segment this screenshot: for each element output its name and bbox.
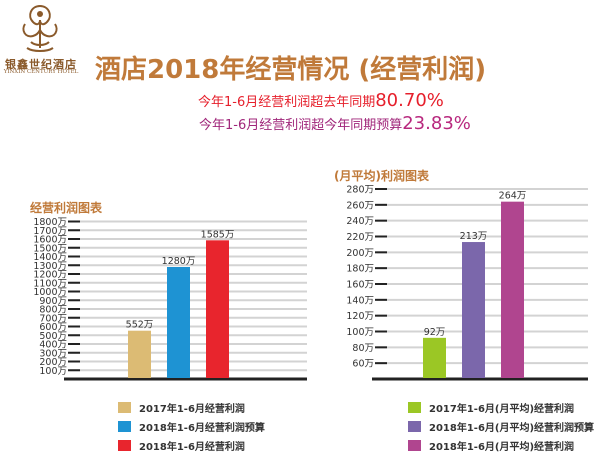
legend-swatch — [408, 421, 421, 432]
legend-label: 2018年1-6月经营利润预算 — [139, 423, 265, 434]
bar-value-label: 213万 — [460, 231, 488, 242]
legend-label: 2018年1-6月(月平均)经营利润 — [429, 442, 575, 453]
bar-value-label: 552万 — [126, 320, 154, 331]
y-tick-label: 600万 — [39, 322, 67, 333]
legend-label: 2017年1-6月经营利润 — [139, 404, 245, 415]
legend-swatch — [118, 421, 131, 432]
logo-english-name: YINXIN CENTURY HOTEL — [3, 69, 79, 75]
y-tick-label: 1300万 — [33, 261, 67, 272]
hotel-emblem-icon — [22, 4, 58, 52]
bar — [167, 267, 190, 378]
bar — [206, 240, 229, 378]
y-tick-label: 280万 — [346, 184, 374, 195]
y-tick-label: 200万 — [346, 248, 374, 259]
y-tick-label: 100万 — [39, 366, 67, 377]
legend-swatch — [408, 402, 421, 413]
y-tick-label: 60万 — [352, 359, 374, 370]
y-tick-label: 1000万 — [33, 287, 67, 298]
left-legend-item: 2018年1-6月经营利润预算 — [118, 419, 265, 434]
logo-chinese-name: 银鑫世纪酒店 — [5, 58, 77, 71]
bar-value-label: 264万 — [499, 191, 527, 202]
left-legend-item: 2017年1-6月经营利润 — [118, 400, 245, 415]
right-legend-item: 2018年1-6月(月平均)经营利润 — [408, 438, 574, 453]
page-title: 酒店2018年经营情况 (经营利润) — [95, 55, 487, 85]
legend-swatch — [118, 402, 131, 413]
y-tick-label: 140万 — [346, 295, 374, 306]
bar-value-label: 1280万 — [162, 256, 196, 267]
left-chart-title: 经营利润图表 — [30, 201, 103, 215]
y-tick-label: 1200万 — [33, 270, 67, 281]
bar-value-label: 92万 — [424, 327, 446, 338]
subtitle-vs-last-year-value: 80.70% — [375, 90, 444, 111]
y-tick-label: 1800万 — [33, 217, 67, 228]
subtitle-vs-budget-text: 今年1-6月经营利润超今年同期预算 — [199, 118, 403, 133]
right-legend-item: 2017年1-6月(月平均)经营利润 — [408, 400, 574, 415]
y-tick-label: 900万 — [39, 296, 67, 307]
subtitle-vs-last-year-text: 今年1-6月经营利润超去年同期 — [198, 95, 376, 110]
legend-swatch — [408, 440, 421, 451]
y-tick-label: 1400万 — [33, 252, 67, 263]
bar — [462, 242, 485, 378]
y-tick-label: 1500万 — [33, 243, 67, 254]
y-tick-label: 1600万 — [33, 235, 67, 246]
bar — [501, 201, 524, 378]
y-tick-label: 120万 — [346, 311, 374, 322]
y-tick-label: 220万 — [346, 232, 374, 243]
y-tick-label: 80万 — [352, 343, 374, 354]
y-tick-label: 800万 — [39, 305, 67, 316]
legend-label: 2018年1-6月经营利润 — [139, 442, 245, 453]
legend-swatch — [118, 440, 131, 451]
y-tick-label: 300万 — [39, 348, 67, 359]
right-chart-title: (月平均)利润图表 — [334, 169, 429, 183]
y-tick-label: 160万 — [346, 279, 374, 290]
left-legend-item: 2018年1-6月经营利润 — [118, 438, 245, 453]
y-tick-label: 1700万 — [33, 226, 67, 237]
subtitle-vs-budget-value: 23.83% — [402, 113, 471, 134]
bar-value-label: 1585万 — [201, 229, 235, 240]
hotel-logo: 银鑫世纪酒店 YINXIN CENTURY HOTEL — [0, 0, 80, 80]
y-tick-label: 240万 — [346, 216, 374, 227]
subtitle-vs-last-year: 今年1-6月经营利润超去年同期80.70% — [198, 90, 444, 111]
bar — [128, 330, 151, 378]
y-tick-label: 400万 — [39, 340, 67, 351]
bar — [423, 337, 446, 378]
legend-label: 2017年1-6月(月平均)经营利润 — [429, 404, 575, 415]
y-tick-label: 180万 — [346, 264, 374, 275]
legend-label: 2018年1-6月(月平均)经营利润预算 — [429, 423, 595, 434]
y-tick-label: 1100万 — [33, 278, 67, 289]
y-tick-label: 700万 — [39, 313, 67, 324]
y-tick-label: 100万 — [346, 327, 374, 338]
right-legend-item: 2018年1-6月(月平均)经营利润预算 — [408, 419, 594, 434]
y-tick-label: 260万 — [346, 200, 374, 211]
y-tick-label: 500万 — [39, 331, 67, 342]
subtitle-vs-budget: 今年1-6月经营利润超今年同期预算23.83% — [199, 113, 471, 134]
y-tick-label: 200万 — [39, 357, 67, 368]
